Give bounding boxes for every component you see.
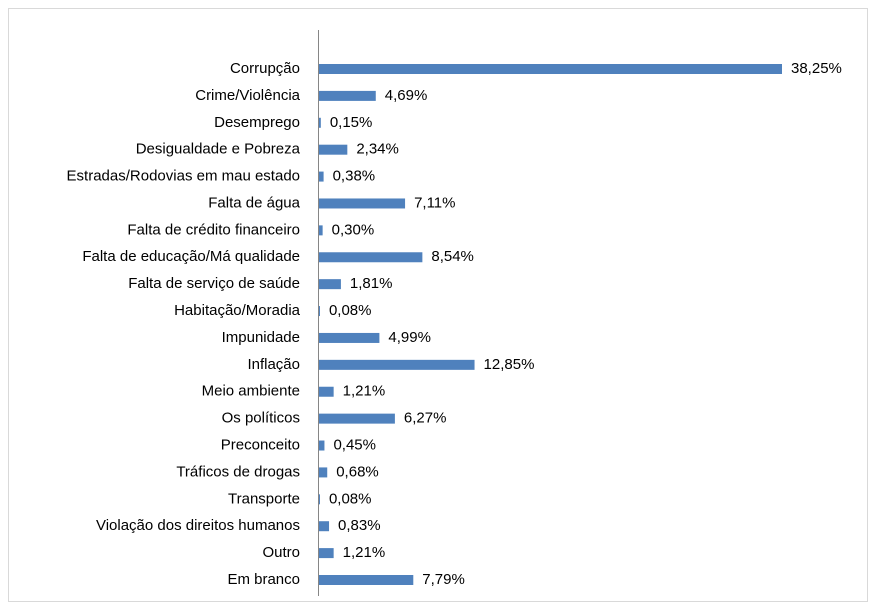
bar [319, 117, 321, 128]
category-label: Outro [262, 544, 300, 561]
value-label: 1,81% [350, 275, 393, 292]
category-label: Falta de crédito financeiro [127, 221, 300, 238]
category-label: Transporte [228, 490, 300, 507]
value-label: 8,54% [431, 248, 474, 265]
value-label: 1,21% [343, 383, 386, 400]
category-label: Tráficos de drogas [176, 463, 300, 480]
bar [319, 467, 328, 478]
category-label: Estradas/Rodovias em mau estado [67, 168, 300, 185]
bar [319, 386, 334, 397]
bar [319, 521, 330, 532]
bar [319, 198, 406, 209]
value-label: 0,38% [333, 168, 376, 185]
bar [319, 548, 334, 559]
category-label: Falta de água [208, 194, 300, 211]
value-label: 12,85% [484, 356, 535, 373]
category-label: Em branco [227, 571, 300, 588]
bar [319, 279, 341, 290]
value-label: 0,83% [338, 517, 381, 534]
category-label: Desigualdade e Pobreza [136, 141, 301, 158]
category-label: Corrupção [230, 60, 300, 77]
value-label: 6,27% [404, 410, 447, 427]
category-label: Falta de serviço de saúde [128, 275, 300, 292]
value-label: 1,21% [343, 544, 386, 561]
value-label: 4,99% [388, 329, 431, 346]
category-label: Falta de educação/Má qualidade [82, 248, 300, 265]
category-label: Preconceito [221, 436, 300, 453]
bar [319, 440, 325, 451]
value-label: 0,08% [329, 302, 372, 319]
bar [319, 90, 376, 101]
category-label: Os políticos [222, 410, 300, 427]
category-label: Desemprego [214, 114, 300, 131]
category-label: Crime/Violência [195, 87, 300, 104]
value-label: 7,79% [422, 571, 465, 588]
bar [319, 494, 320, 505]
bar [319, 575, 414, 585]
value-label: 0,30% [332, 221, 375, 238]
bar [319, 306, 320, 317]
category-label: Impunidade [222, 329, 300, 346]
bar [319, 332, 380, 343]
bar [319, 252, 423, 263]
value-label: 0,45% [333, 436, 376, 453]
value-label: 4,69% [385, 87, 428, 104]
value-label: 2,34% [356, 141, 399, 158]
category-label: Meio ambiente [202, 383, 300, 400]
bar [319, 171, 324, 182]
category-label: Violação dos direitos humanos [96, 517, 300, 534]
bar [319, 359, 475, 370]
value-label: 7,11% [414, 194, 455, 211]
chart-frame [8, 8, 868, 602]
bar [319, 413, 395, 424]
value-label: 0,68% [336, 463, 379, 480]
bar [319, 225, 323, 236]
bar [319, 144, 348, 155]
value-label: 0,08% [329, 490, 372, 507]
bar [319, 64, 782, 74]
value-label: 38,25% [791, 60, 842, 77]
category-label: Habitação/Moradia [174, 302, 301, 319]
value-label: 0,15% [330, 114, 373, 131]
category-label: Inflação [247, 356, 300, 373]
